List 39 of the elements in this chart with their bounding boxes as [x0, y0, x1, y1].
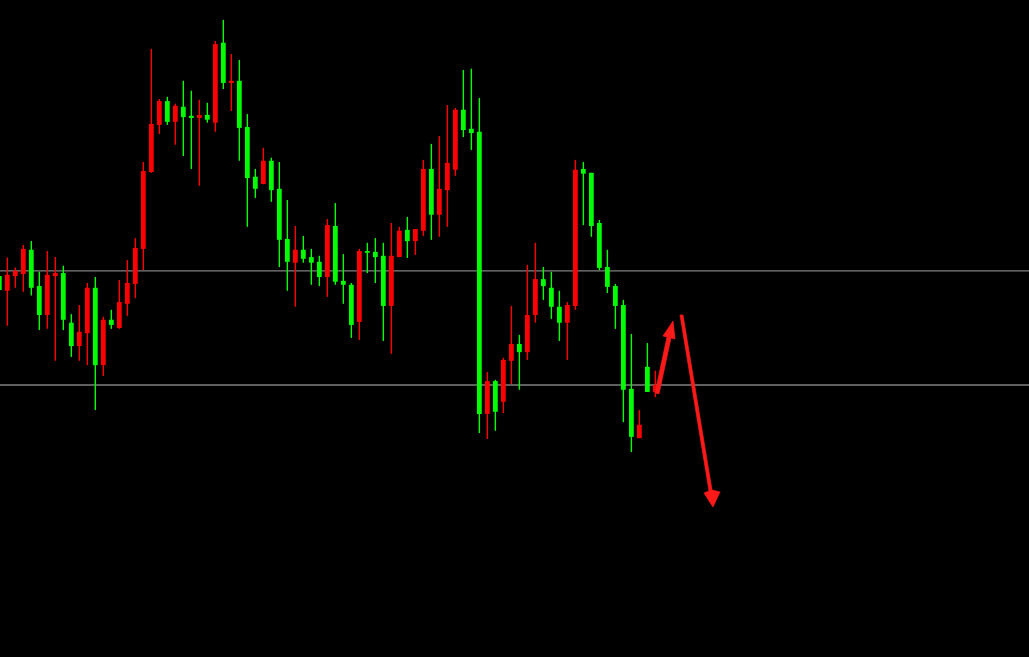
candlestick	[300, 235, 306, 264]
candlestick	[636, 409, 642, 439]
candlestick	[340, 253, 346, 305]
candlestick	[4, 256, 10, 327]
candlestick	[364, 242, 370, 274]
candlestick	[172, 103, 178, 146]
candlestick	[564, 301, 570, 361]
candlestick	[76, 304, 82, 362]
candlestick	[260, 147, 266, 185]
candlestick	[412, 228, 418, 256]
candlestick	[204, 102, 210, 124]
candlestick	[508, 305, 514, 385]
candlestick	[580, 161, 586, 226]
candlestick	[284, 199, 290, 292]
candlestick	[188, 90, 194, 170]
candlestick	[460, 69, 466, 138]
candlestick	[52, 256, 58, 362]
candlestick	[548, 271, 554, 320]
candlestick	[12, 266, 18, 289]
candlestick	[404, 216, 410, 259]
candlestick	[604, 249, 610, 294]
candlestick	[228, 53, 234, 112]
candlestick	[372, 237, 378, 284]
candlestick	[556, 290, 562, 342]
candlestick	[540, 266, 546, 301]
candlestick	[156, 98, 162, 135]
candlestick	[196, 99, 202, 187]
candlestick	[316, 255, 322, 287]
candlestick	[68, 313, 74, 358]
candlestick	[308, 248, 314, 286]
candlestick	[612, 283, 618, 330]
candlestick	[252, 168, 258, 199]
candlestick	[180, 80, 186, 157]
candlestick	[516, 334, 522, 391]
candlestick	[108, 309, 114, 330]
candlestick	[164, 96, 170, 126]
candlestick	[468, 68, 474, 151]
candlestick	[292, 225, 298, 308]
candlestick	[124, 259, 130, 317]
